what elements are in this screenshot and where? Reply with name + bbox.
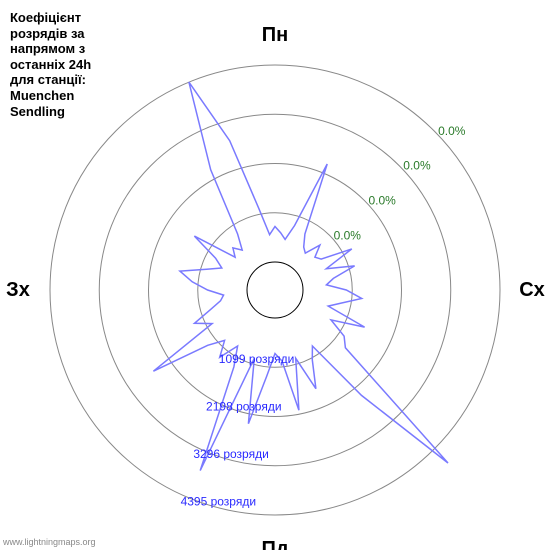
ring-percent-label: 0.0% — [438, 124, 466, 138]
ring-count-label: 3296 розряди — [193, 447, 269, 461]
ring-count-label: 4395 розряди — [181, 495, 257, 509]
chart-title: Коефіцієнтрозрядів занапрямом зостанніх … — [10, 10, 91, 119]
ring-percent-label: 0.0% — [334, 228, 362, 242]
cardinal-label: Пд — [261, 538, 288, 550]
ring-percent-label: 0.0% — [403, 159, 431, 173]
center-hole — [247, 262, 303, 318]
attribution-footer: www.lightningmaps.org — [3, 537, 96, 547]
cardinal-label: Пн — [262, 24, 288, 46]
ring-percent-label: 0.0% — [368, 194, 396, 208]
cardinal-label: Зх — [6, 279, 30, 301]
discharge-rose-path — [153, 82, 448, 471]
ring-count-label: 2198 розряди — [206, 399, 282, 413]
polar-chart-container: Коефіцієнтрозрядів занапрямом зостанніх … — [0, 0, 550, 550]
cardinal-label: Сх — [519, 279, 545, 301]
ring-count-label: 1099 розряди — [219, 352, 295, 366]
